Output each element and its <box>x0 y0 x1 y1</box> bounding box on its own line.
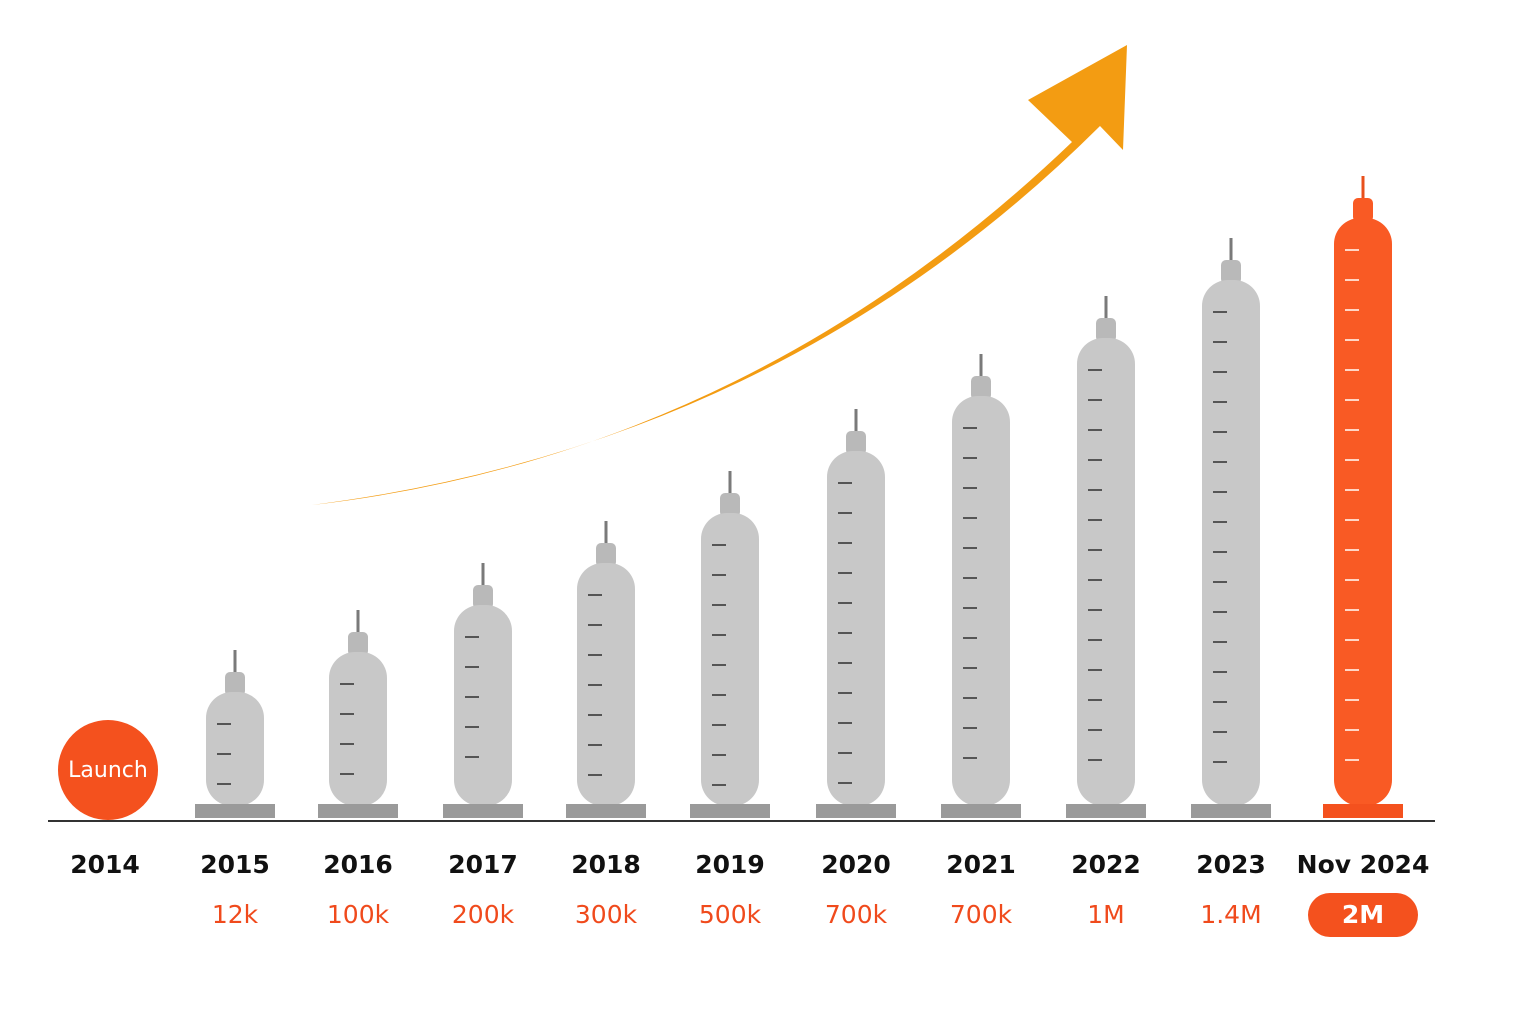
syringe-hub <box>225 672 245 696</box>
year-label: 2023 <box>1196 850 1266 879</box>
syringe-base <box>941 804 1021 818</box>
syringe-body <box>1077 338 1135 806</box>
year-label: 2015 <box>200 850 270 879</box>
syringe-body <box>952 396 1010 806</box>
syringe-body <box>206 692 264 806</box>
year-label: 2018 <box>571 850 641 879</box>
syringe-body <box>1334 218 1392 806</box>
syringe-base <box>690 804 770 818</box>
launch-label: Launch <box>68 758 148 783</box>
users-label: 1M <box>1087 900 1124 929</box>
year-label: 2014 <box>70 850 140 879</box>
syringe-hub <box>1353 198 1373 222</box>
year-label: 2019 <box>695 850 765 879</box>
users-label: 100k <box>327 900 390 929</box>
syringe-hub <box>971 376 991 400</box>
syringe-base <box>318 804 398 818</box>
year-label: 2016 <box>323 850 393 879</box>
year-label: Nov 2024 <box>1297 850 1430 879</box>
launch-badge <box>58 720 158 820</box>
year-label: 2022 <box>1071 850 1141 879</box>
syringe-hub <box>348 632 368 656</box>
year-label: 2017 <box>448 850 518 879</box>
growth-arrow <box>312 45 1127 505</box>
syringe-body <box>329 652 387 806</box>
users-label: 700k <box>950 900 1013 929</box>
syringe-hub <box>846 431 866 455</box>
year-label: 2020 <box>821 850 891 879</box>
syringe-hub <box>473 585 493 609</box>
syringe-body <box>577 563 635 806</box>
syringe-base <box>1066 804 1146 818</box>
syringe-base <box>1191 804 1271 818</box>
syringe-base <box>1323 804 1403 818</box>
syringe-base <box>443 804 523 818</box>
syringe-body <box>454 605 512 806</box>
users-label: 2M <box>1342 900 1384 929</box>
syringe-body <box>827 451 885 806</box>
users-label: 300k <box>575 900 638 929</box>
syringe-base <box>195 804 275 818</box>
users-label: 500k <box>699 900 762 929</box>
syringe-hub <box>1221 260 1241 284</box>
syringe-body <box>701 513 759 806</box>
syringe-base <box>816 804 896 818</box>
syringe-hub <box>720 493 740 517</box>
users-label: 1.4M <box>1200 900 1261 929</box>
users-label: 200k <box>452 900 515 929</box>
syringe-body <box>1202 280 1260 806</box>
users-label: 700k <box>825 900 888 929</box>
syringe-base <box>566 804 646 818</box>
year-label: 2021 <box>946 850 1016 879</box>
syringe-hub <box>1096 318 1116 342</box>
highlight-pill <box>1308 893 1418 937</box>
users-label: 12k <box>212 900 259 929</box>
syringe-hub <box>596 543 616 567</box>
